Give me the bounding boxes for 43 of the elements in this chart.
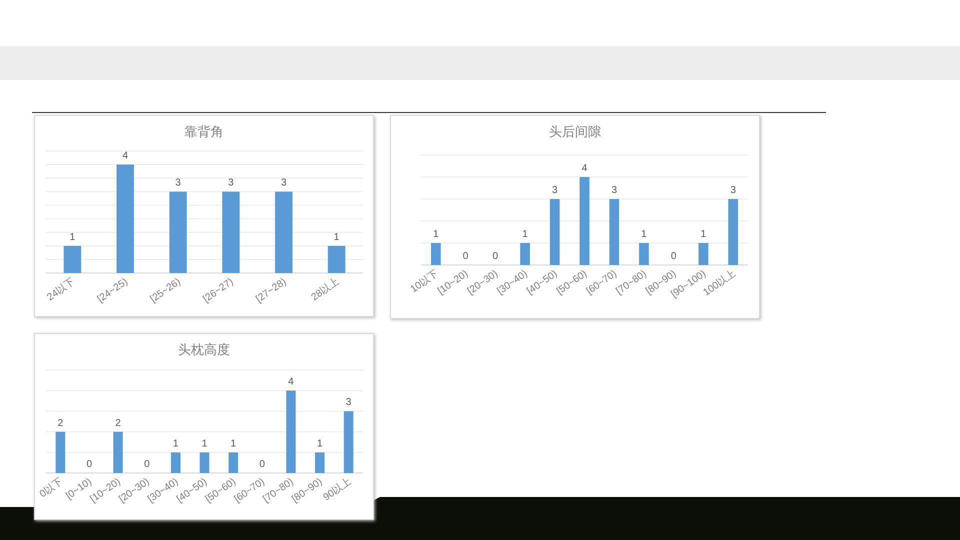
data-label: 1 (172, 438, 179, 450)
chart-title: 靠背角 (184, 124, 224, 139)
data-label: 1 (202, 438, 208, 450)
data-label: 0 (670, 251, 677, 262)
data-label: 4 (288, 376, 294, 388)
data-label: 4 (582, 163, 588, 174)
bar (170, 452, 180, 473)
bar (113, 432, 123, 473)
data-label: 4 (122, 150, 128, 162)
bar (344, 411, 354, 473)
data-label: 0 (144, 459, 150, 470)
data-label: 1 (433, 229, 440, 240)
x-tick-label: 0以下 (37, 476, 66, 500)
bar (286, 390, 296, 473)
bar (228, 452, 238, 473)
data-label: 1 (700, 229, 707, 240)
data-label: 0 (259, 459, 266, 470)
bar (315, 452, 325, 473)
x-tick-label: 28以上 (308, 276, 342, 304)
chart-title: 头后间隙 (549, 124, 601, 139)
data-label: 0 (492, 251, 499, 262)
bar (200, 452, 210, 473)
data-label: 1 (316, 438, 323, 450)
data-label: 1 (641, 229, 648, 240)
data-label: 0 (86, 459, 92, 470)
data-label: 1 (522, 229, 528, 240)
x-tick-label: 90以上 (320, 476, 354, 504)
data-label: 1 (70, 232, 76, 243)
data-label: 3 (611, 185, 618, 196)
chart-title: 头枕高度 (178, 342, 230, 357)
x-tick-label: 24以下 (44, 276, 78, 304)
data-label: 0 (462, 251, 469, 262)
data-label: 3 (280, 178, 287, 189)
data-label: 3 (346, 397, 352, 408)
bar (56, 432, 66, 473)
data-label: 1 (334, 232, 340, 243)
data-label: 2 (115, 418, 122, 429)
data-label: 3 (730, 185, 736, 196)
data-label: 3 (228, 178, 234, 189)
data-label: 1 (230, 438, 237, 450)
data-label: 3 (175, 178, 182, 189)
data-label: 2 (58, 418, 64, 429)
data-label: 3 (552, 185, 558, 196)
